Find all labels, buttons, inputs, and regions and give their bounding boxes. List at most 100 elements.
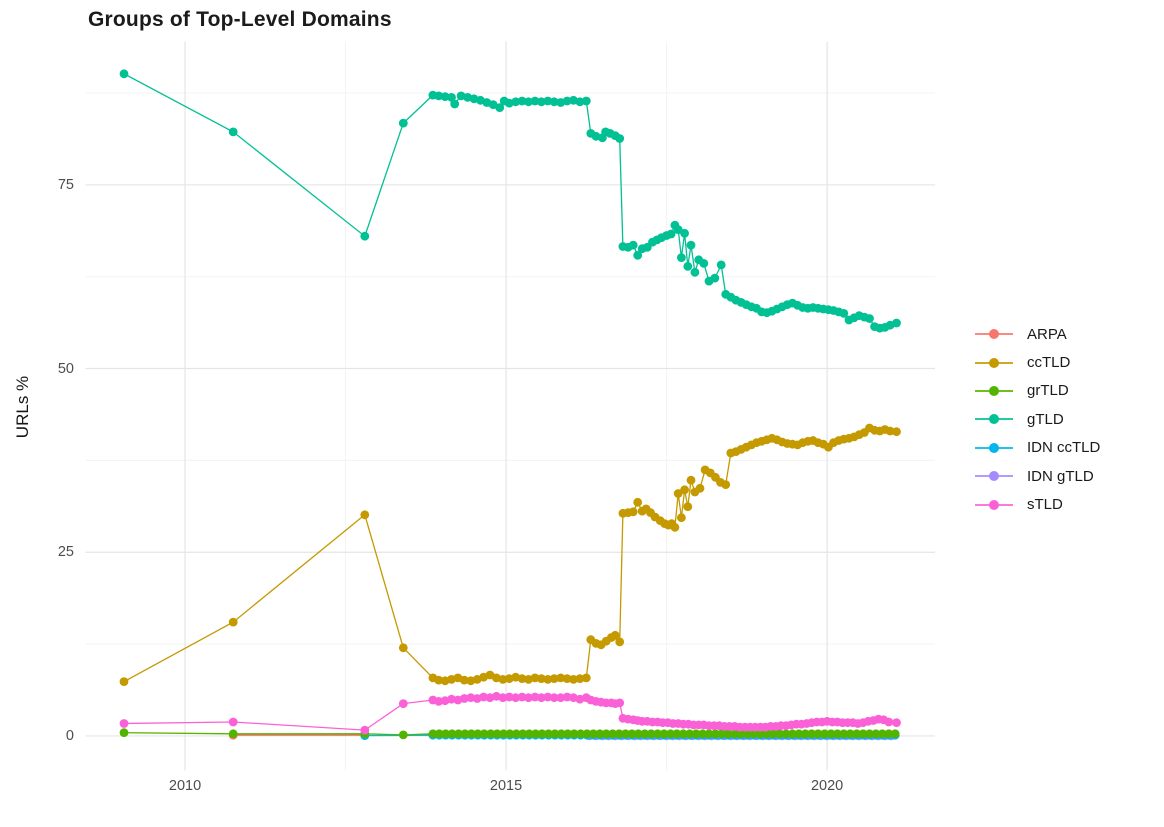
series-gtld-point [892, 318, 901, 328]
series-gtld-point [434, 91, 444, 101]
series-cctld-point [575, 674, 585, 683]
series-grtld-point [627, 729, 637, 739]
series-cctld-point [517, 674, 527, 683]
series-gtld-point [683, 262, 693, 271]
series-stld-point [615, 698, 625, 708]
series-grtld-point [505, 729, 515, 739]
series-grtld-point [595, 729, 605, 739]
series-grtld-point [736, 729, 746, 739]
series-stld-point [504, 692, 514, 702]
x-tick-label: 2010 [168, 778, 202, 794]
legend-label: ccTLD [1027, 354, 1071, 372]
series-stld-point [498, 693, 508, 703]
series-grtld-point [398, 730, 408, 740]
series-gtld-point [865, 314, 874, 323]
series-cctld-point [721, 480, 731, 489]
legend-item-grtld: grTLD [975, 377, 1100, 405]
series-cctld-point [615, 637, 625, 647]
series-grtld-point [486, 729, 496, 739]
series-gtld-point [673, 225, 683, 235]
series-stld-point [524, 693, 533, 703]
legend-label: ARPA [1027, 325, 1067, 343]
series-stld-point [228, 717, 238, 727]
series-cctld-point [434, 675, 444, 685]
series-grtld-point [685, 729, 695, 739]
series-gtld-point [530, 96, 540, 106]
series-grtld-point [646, 729, 656, 739]
series-stld-point [466, 693, 476, 703]
legend-label: sTLD [1027, 496, 1063, 514]
series-gtld-point [450, 99, 460, 109]
series-cctld-point [677, 513, 686, 523]
series-grtld-point [492, 729, 502, 739]
legend-key-icon [975, 467, 1013, 485]
series-cctld-point [498, 675, 508, 684]
series-grtld-point [537, 729, 547, 739]
series-gtld-point [690, 267, 700, 277]
series-grtld-point [800, 729, 810, 739]
series-grtld-point [119, 728, 129, 738]
series-cctld-point [633, 497, 643, 507]
series-grtld-point [826, 729, 836, 739]
series-grtld-point [524, 729, 534, 739]
series-grtld-point [441, 729, 451, 739]
series-grtld-point [775, 729, 784, 739]
legend-label: grTLD [1027, 382, 1069, 400]
series-gtld-point [615, 134, 625, 143]
series-gtld-point [686, 240, 696, 250]
y-tick-label: 75 [57, 176, 74, 193]
series-grtld-point [569, 729, 579, 739]
series-stld-point [543, 692, 553, 702]
series-grtld-point [544, 729, 553, 739]
series-stld-point [517, 692, 527, 702]
y-tick-label: 0 [65, 727, 74, 744]
series-arpa [228, 730, 370, 740]
series-stld-point [398, 699, 408, 708]
series-cctld-point [569, 675, 578, 684]
series-grtld-point [499, 729, 508, 739]
series-gtld-point [716, 260, 726, 270]
series-stld [119, 691, 901, 735]
series-cctld-point [892, 427, 901, 437]
legend-item-cctld: ccTLD [975, 348, 1100, 376]
series-cctld-point [686, 475, 696, 485]
series-grtld-point [518, 729, 528, 739]
series-grtld-point [434, 729, 444, 739]
legend-label: gTLD [1027, 410, 1064, 428]
legend-key-icon [975, 439, 1013, 457]
series-stld-point [537, 693, 546, 703]
series-grtld-point [768, 729, 778, 739]
series-grtld-point [788, 729, 797, 739]
series-stld-point [884, 717, 894, 727]
series-grtld-point [678, 729, 688, 739]
legend-label: IDN ccTLD [1027, 439, 1101, 457]
series-grtld-point [698, 729, 707, 739]
series-stld-point [530, 692, 540, 702]
series-gtld-point [575, 97, 585, 107]
series-gtld-point [447, 93, 456, 102]
series-stld-point [892, 718, 901, 728]
series-grtld-point [820, 729, 829, 739]
series-cctld-point [398, 643, 408, 653]
series-grtld-point [454, 729, 463, 739]
series-grtld-point [839, 729, 849, 739]
series-cctld-point [537, 674, 546, 683]
series-cctld-point [543, 675, 553, 684]
chart-title: Groups of Top-Level Domains [88, 8, 392, 31]
series-gtld-point [628, 240, 638, 250]
series-grtld-point [531, 729, 540, 739]
series-grtld-point [704, 729, 714, 739]
y-tick-label: 25 [57, 544, 74, 561]
series-grtld-point [890, 729, 900, 739]
series-gtld-point [537, 97, 546, 107]
series-gtld-point [562, 96, 572, 106]
series-grtld-point [640, 729, 650, 739]
series-grtld-point [621, 729, 630, 739]
series-gtld-point [666, 229, 676, 239]
series-gtld-point [633, 250, 643, 260]
legend-item-idn-cctld: IDN ccTLD [975, 434, 1100, 462]
series-stld-point [119, 719, 129, 728]
series-cctld-line [123, 427, 897, 683]
series-grtld-point [852, 729, 862, 739]
